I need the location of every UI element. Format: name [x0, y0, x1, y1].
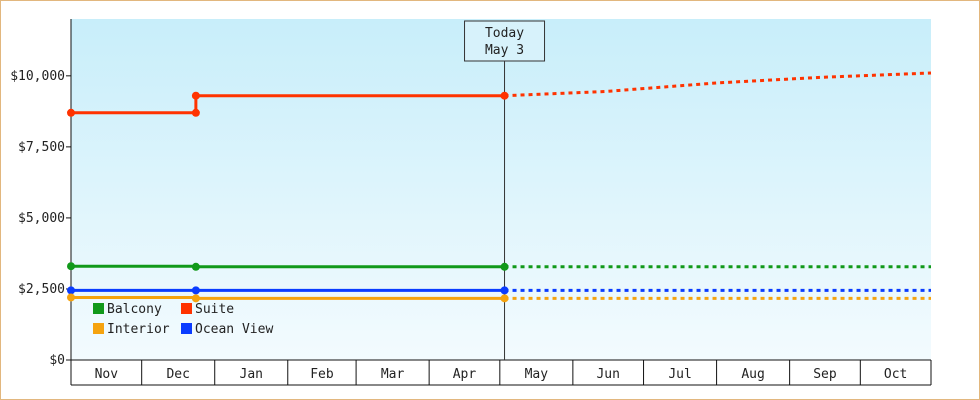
today-label-box: [464, 20, 546, 62]
x-tick-label: Jul: [668, 367, 691, 382]
data-point-ocean-view: [191, 286, 200, 295]
y-axis: $0 $2,500 $5,000 $7,500 $10,000: [10, 19, 72, 368]
data-point-suite: [191, 108, 200, 117]
x-axis: Nov Dec Jan Feb Mar Apr May Jun Jul Aug Sep Oct: [70, 359, 932, 386]
y-tick-label: $2,500: [18, 282, 65, 297]
data-point-suite: [67, 108, 75, 117]
y-tick-label: $0: [49, 353, 65, 368]
x-tick-label: Feb: [310, 367, 334, 382]
x-tick-label: Apr: [453, 367, 477, 382]
data-point-suite: [500, 91, 509, 100]
data-point-balcony: [67, 262, 75, 271]
x-tick-label: Jan: [240, 367, 263, 382]
today-marker: Today May 3: [464, 20, 546, 360]
data-point-balcony: [191, 262, 200, 271]
series-line-suite: [71, 94, 505, 115]
today-date: May 3: [485, 43, 524, 58]
series-lines: [67, 71, 932, 303]
series-forecast-suite: [504, 71, 932, 98]
legend-swatch-suite: [181, 303, 192, 314]
legend-swatch-interior: [93, 323, 104, 334]
data-point-interior: [500, 294, 509, 303]
legend-swatch-balcony: [93, 303, 104, 314]
y-tick-label: $5,000: [18, 211, 65, 226]
x-tick-label: Sep: [813, 367, 837, 382]
today-label: Today: [485, 26, 524, 41]
x-tick-label: Jun: [596, 367, 619, 382]
x-tick-label: Dec: [166, 367, 189, 382]
legend-label-interior: Interior: [107, 322, 170, 337]
data-point-ocean-view: [500, 286, 509, 295]
legend-swatch-ocean-view: [181, 323, 192, 334]
data-point-ocean-view: [67, 286, 75, 295]
x-tick-label: May: [525, 367, 549, 382]
series-line-interior: [71, 295, 505, 300]
x-tick-label: Aug: [741, 367, 764, 382]
legend: Balcony Suite Interior Ocean View: [93, 302, 273, 337]
plot-background: [71, 19, 931, 360]
x-tick-label: Oct: [884, 367, 907, 382]
data-point-balcony: [500, 262, 509, 271]
y-tick-label: $10,000: [10, 69, 65, 84]
legend-label-balcony: Balcony: [107, 302, 162, 317]
legend-label-suite: Suite: [195, 302, 234, 317]
series-line-balcony: [71, 264, 505, 269]
x-tick-label: Nov: [95, 367, 119, 382]
legend-label-ocean-view: Ocean View: [195, 322, 273, 337]
data-point-interior: [67, 293, 75, 302]
y-tick-label: $7,500: [18, 140, 65, 155]
data-point-suite: [191, 91, 200, 100]
x-tick-label: Mar: [381, 367, 405, 382]
data-point-interior: [191, 294, 200, 303]
